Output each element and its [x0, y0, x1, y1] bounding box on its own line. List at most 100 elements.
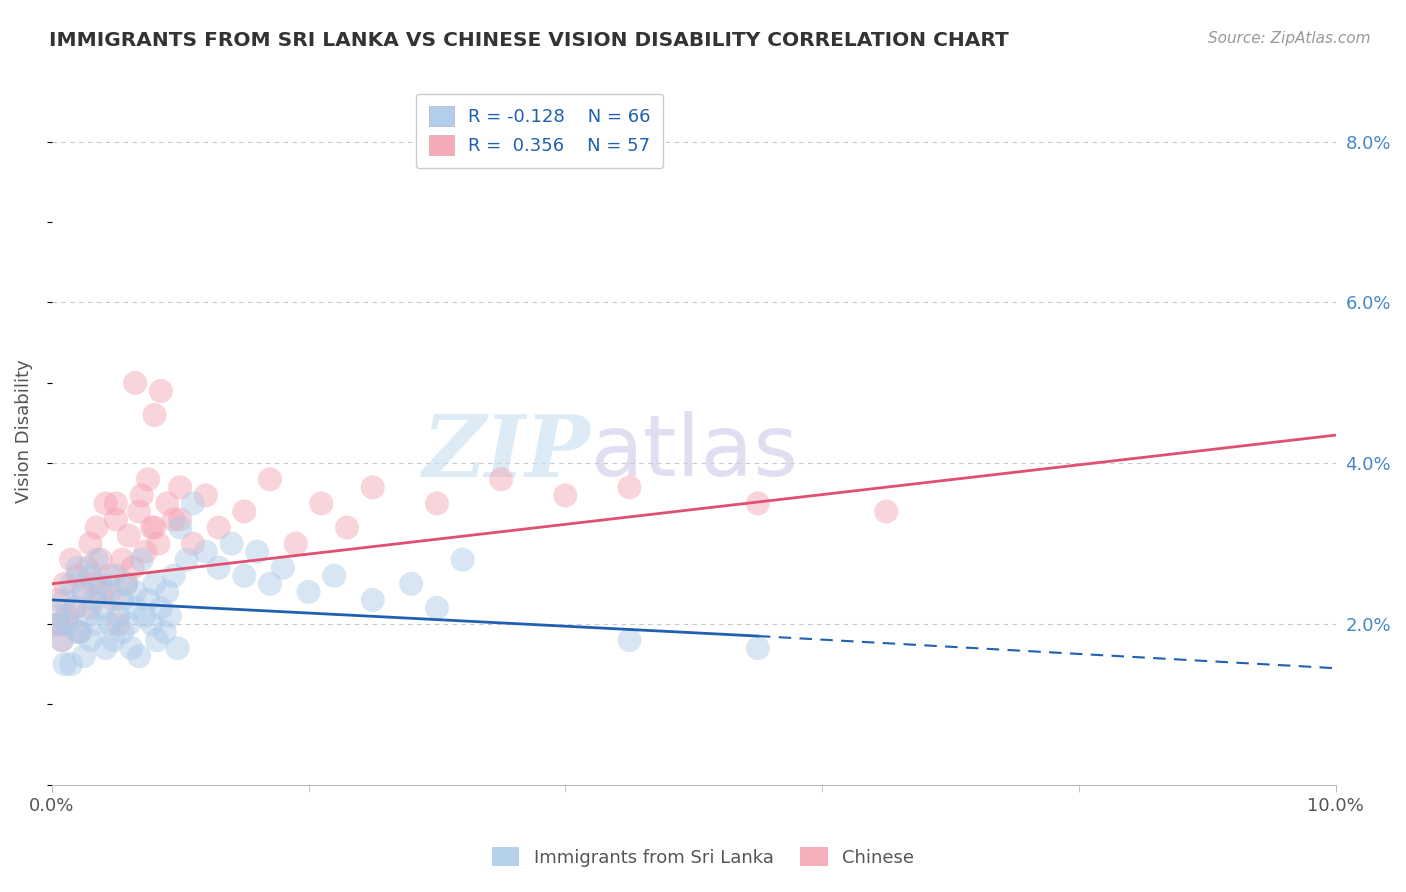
Point [619, 633, 641, 648]
Point [51, 633, 73, 648]
Legend: R = -0.128    N = 66, R =  0.356    N = 57: R = -0.128 N = 66, R = 0.356 N = 57 [416, 94, 664, 168]
Point [56, 617, 79, 632]
Legend: Immigrants from Sri Lanka, Chinese: Immigrants from Sri Lanka, Chinese [485, 840, 921, 874]
Point [259, 472, 281, 486]
Point [86, 552, 108, 566]
Point [146, 633, 169, 648]
Point [56, 609, 79, 624]
Point [141, 617, 163, 632]
Point [233, 568, 256, 582]
Point [51, 617, 73, 632]
Point [103, 593, 125, 607]
Point [103, 633, 125, 648]
Point [747, 496, 769, 510]
Point [128, 649, 150, 664]
Y-axis label: Vision Disability: Vision Disability [15, 359, 32, 503]
Point [181, 496, 204, 510]
Point [159, 609, 181, 624]
Point [69, 625, 91, 640]
Point [66, 568, 89, 582]
Point [149, 384, 172, 398]
Point [79, 601, 101, 615]
Point [90, 552, 112, 566]
Point [169, 512, 191, 526]
Point [124, 601, 146, 615]
Point [53, 576, 76, 591]
Point [86, 617, 108, 632]
Point [134, 609, 156, 624]
Point [554, 488, 576, 502]
Point [131, 488, 153, 502]
Point [79, 633, 101, 648]
Point [426, 601, 449, 615]
Point [86, 520, 108, 534]
Point [107, 609, 129, 624]
Point [90, 576, 112, 591]
Point [53, 593, 76, 607]
Point [141, 520, 163, 534]
Point [60, 552, 83, 566]
Point [46, 617, 69, 632]
Point [311, 496, 333, 510]
Point [63, 601, 86, 615]
Point [136, 593, 159, 607]
Point [63, 601, 86, 615]
Point [181, 536, 204, 550]
Point [53, 657, 76, 672]
Point [46, 593, 69, 607]
Point [208, 520, 231, 534]
Point [149, 601, 172, 615]
Point [79, 568, 101, 582]
Point [111, 552, 134, 566]
Point [284, 536, 307, 550]
Point [66, 560, 89, 574]
Point [66, 625, 89, 640]
Point [121, 560, 143, 574]
Point [120, 641, 142, 656]
Point [747, 641, 769, 656]
Point [91, 585, 114, 599]
Point [489, 472, 512, 486]
Point [169, 520, 191, 534]
Point [156, 496, 179, 510]
Point [875, 504, 897, 518]
Point [104, 568, 127, 582]
Point [118, 617, 141, 632]
Point [136, 472, 159, 486]
Point [131, 552, 153, 566]
Point [143, 576, 166, 591]
Point [94, 641, 117, 656]
Point [118, 528, 141, 542]
Point [619, 480, 641, 494]
Point [246, 544, 269, 558]
Point [166, 641, 188, 656]
Point [208, 560, 231, 574]
Point [194, 488, 217, 502]
Point [134, 544, 156, 558]
Point [73, 585, 96, 599]
Point [98, 568, 121, 582]
Point [163, 512, 186, 526]
Point [451, 552, 474, 566]
Point [104, 512, 127, 526]
Point [323, 568, 346, 582]
Point [271, 560, 294, 574]
Point [76, 560, 98, 574]
Point [148, 536, 170, 550]
Point [115, 576, 138, 591]
Point [156, 585, 179, 599]
Point [98, 585, 121, 599]
Point [426, 496, 449, 510]
Point [124, 585, 146, 599]
Point [46, 609, 69, 624]
Point [73, 649, 96, 664]
Point [143, 520, 166, 534]
Point [46, 617, 69, 632]
Point [107, 617, 129, 632]
Point [115, 576, 138, 591]
Point [259, 576, 281, 591]
Point [94, 496, 117, 510]
Point [163, 568, 186, 582]
Point [169, 480, 191, 494]
Point [194, 544, 217, 558]
